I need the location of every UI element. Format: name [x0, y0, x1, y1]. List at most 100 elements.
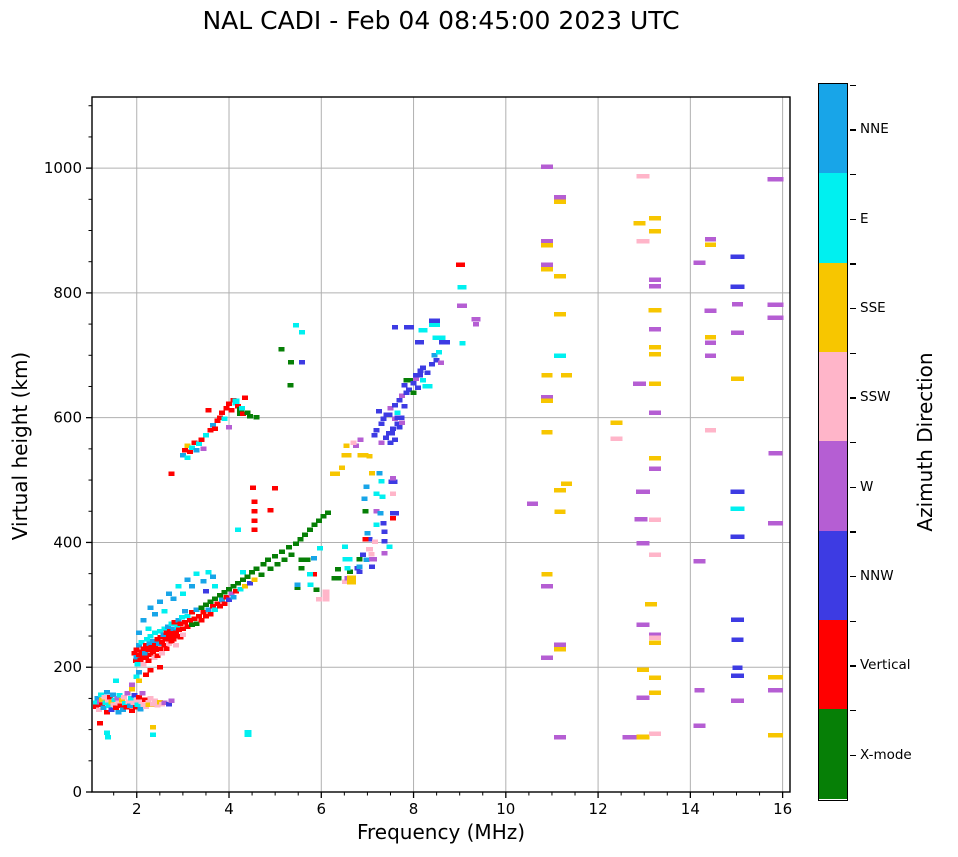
echo-point [399, 393, 406, 399]
echo-point [540, 394, 553, 400]
echo-point [115, 709, 122, 715]
echo-point [648, 381, 661, 387]
echo-point [174, 624, 181, 629]
echo-point [207, 611, 214, 617]
colorbar-boundary-tick [850, 531, 856, 533]
colorbar-tick [850, 129, 856, 131]
echo-point [223, 406, 230, 411]
echo-point [297, 537, 304, 542]
echo-point [610, 420, 623, 425]
echo-point [152, 698, 159, 704]
echo-point [396, 397, 403, 403]
echo-point [200, 610, 207, 615]
echo-point [131, 693, 138, 698]
echo-point [344, 565, 351, 571]
colorbar-label-sse: SSE [860, 299, 886, 316]
echo-point [377, 510, 384, 516]
echo-point [189, 622, 196, 628]
echo-point [288, 552, 295, 558]
echo-point [401, 404, 408, 409]
echo-point [633, 381, 647, 387]
echo-point [129, 682, 136, 687]
echo-point [768, 450, 783, 456]
echo-point [648, 410, 661, 415]
colorbar-boundary-tick [850, 710, 856, 712]
echo-point [381, 550, 388, 556]
echo-point [133, 674, 140, 679]
echo-point [767, 302, 784, 308]
echo-point [435, 349, 442, 355]
echo-point [553, 487, 566, 493]
echo-point [636, 173, 650, 179]
colorbar-label-ssw: SSW [860, 389, 891, 406]
echo-point [394, 410, 401, 415]
echo-point [153, 647, 160, 653]
echo-point [636, 734, 650, 740]
echo-point [541, 429, 553, 435]
echo-point [381, 529, 388, 535]
x-tick-label: 4 [224, 800, 234, 818]
echo-point [334, 567, 341, 572]
echo-point [242, 395, 249, 400]
echo-point [554, 509, 566, 515]
echo-point [166, 641, 173, 646]
echo-point [221, 601, 228, 606]
echo-point [191, 616, 198, 621]
echo-point [422, 384, 433, 389]
y-tick-label: 600 [53, 409, 82, 427]
echo-point [610, 436, 623, 442]
colorbar-tick [850, 754, 856, 757]
echo-point [389, 491, 396, 497]
echo-point [99, 697, 106, 702]
echo-point [205, 570, 212, 575]
echo-point [237, 406, 245, 416]
echo-point [648, 632, 661, 638]
echo-point [302, 532, 309, 538]
echo-point [705, 334, 717, 340]
echo-point [139, 653, 146, 659]
echo-point [553, 734, 566, 740]
echo-point [381, 538, 388, 544]
echo-point [527, 501, 539, 507]
echo-point [298, 565, 305, 571]
echo-point [161, 626, 168, 631]
y-tick-label: 0 [72, 783, 82, 801]
echo-point [292, 323, 299, 328]
echo-point [553, 195, 566, 200]
echo-point [387, 440, 394, 445]
echo-point [352, 443, 359, 448]
echo-point [636, 238, 650, 244]
echo-point [648, 277, 661, 283]
echo-point [356, 564, 363, 570]
echo-point [129, 708, 136, 714]
echo-point [373, 522, 380, 528]
echo-point [193, 571, 200, 576]
echo-point [168, 621, 175, 626]
echo-point [154, 636, 161, 642]
echo-point [102, 700, 109, 706]
echo-point [207, 427, 214, 433]
echo-point [235, 527, 242, 533]
echo-point [244, 410, 251, 415]
echo-point [405, 387, 412, 392]
echo-point [179, 632, 186, 638]
echo-point [315, 518, 322, 523]
echo-point [133, 698, 140, 703]
echo-point [228, 591, 235, 596]
echo-point [93, 700, 100, 706]
echo-point [705, 340, 717, 346]
echo-point [246, 414, 253, 419]
echo-point [362, 509, 369, 514]
echo-point [648, 635, 661, 641]
echo-point [239, 411, 246, 417]
echo-point [410, 390, 417, 395]
echo-point [648, 215, 661, 221]
echo-point [151, 655, 158, 661]
echo-point [648, 455, 661, 461]
colorbar-tick [850, 665, 856, 667]
colorbar-label-x-mode: X-mode [860, 746, 912, 763]
echo-point [350, 440, 357, 445]
echo-point [182, 608, 189, 614]
echo-point [154, 703, 161, 708]
